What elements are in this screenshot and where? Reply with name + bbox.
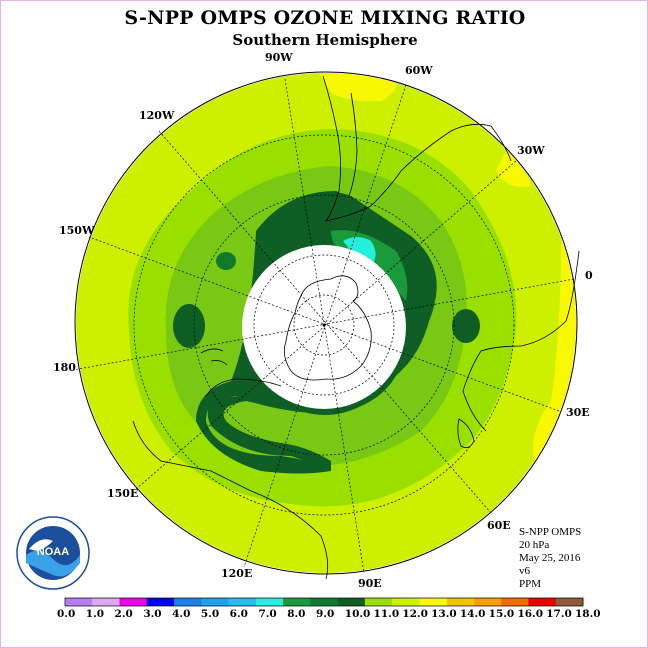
meridian-60w-120e (243, 84, 407, 568)
colorbar-tick-label: 8.0 (287, 608, 306, 620)
colorbar-swatch (146, 598, 175, 606)
colorbar-swatch (228, 598, 257, 606)
map-title: S-NPP OMPS OZONE MIXING RATIO (124, 7, 526, 29)
colorbar-tick-label: 17.0 (546, 608, 572, 620)
colorbar-tick-label: 6.0 (229, 608, 248, 620)
colorbar-swatch (174, 598, 202, 606)
latitude-circle-4 (293, 294, 355, 356)
map-boundary (74, 71, 578, 575)
colorbar-tick-label: 7.0 (258, 608, 277, 620)
field-yellow-top (319, 73, 397, 102)
colorbar-tick-label: 5.0 (200, 608, 220, 620)
colorbar-tick-label: 18.0 (575, 608, 601, 620)
lon-label-60e: 60E (487, 519, 511, 532)
australia-coast (132, 420, 329, 580)
south-america-coast-2 (348, 92, 358, 197)
colorbar-tick-label: 14.0 (459, 608, 486, 620)
colorbar-tick-label: 2.0 (114, 608, 133, 620)
lon-label-60w: 60W (405, 64, 433, 77)
field-spot-west (173, 304, 205, 348)
colorbar-swatch (392, 598, 420, 606)
info-units: PPM (519, 578, 542, 590)
lon-label-180: 180 (53, 361, 76, 374)
field-spot-nw (216, 252, 236, 270)
graticule (72, 78, 575, 574)
meridian-30e-150w (88, 236, 560, 412)
lon-label-30e: 30E (566, 406, 590, 419)
latitude-circle-2 (193, 194, 455, 456)
lon-label-90w: 90W (265, 51, 293, 64)
pole-dot (322, 323, 326, 327)
australia-coast-2 (205, 378, 282, 397)
latitude-circle-3 (253, 254, 395, 396)
colorbar-tick-label: 15.0 (488, 608, 515, 620)
colorbar (64, 597, 584, 607)
colorbar-swatch (555, 598, 584, 606)
antarctica-outline (283, 275, 372, 381)
new-zealand (200, 348, 228, 366)
colorbar-swatch (364, 598, 393, 606)
lon-label-150w: 150W (59, 224, 95, 237)
latitude-circle-1 (133, 134, 515, 516)
africa-coast (462, 250, 580, 432)
colorbar-tick-label: 12.0 (402, 608, 428, 620)
madagascar (457, 418, 475, 449)
colorbar-tick-label: 1.0 (85, 608, 105, 620)
map-subtitle: Southern Hemisphere (232, 31, 418, 49)
colorbar-swatch (419, 598, 448, 606)
colorbar-swatch (119, 598, 148, 606)
info-date: May 25, 2016 (519, 552, 581, 564)
noaa-logo-icon: NOAA (16, 516, 90, 590)
colorbar-tick-label: 16.0 (517, 608, 544, 620)
field-yellow-ne (496, 151, 531, 187)
colorbar-tick-label: 11.0 (373, 608, 400, 620)
colorbar-border (64, 597, 584, 607)
colorbar-tick-label: 10.0 (344, 608, 371, 620)
colorbar-swatch (255, 598, 284, 606)
colorbar-swatch (92, 598, 121, 606)
info-block: S-NPP OMPS 20 hPa May 25, 2016 v6 PPM (519, 526, 581, 591)
colorbar-swatch (501, 598, 529, 606)
noaa-logo-text: NOAA (37, 546, 69, 558)
colorbar-tick-label: 13.0 (431, 608, 457, 620)
colorbar-swatch (528, 598, 557, 606)
lon-label-150e: 150E (107, 487, 139, 500)
colorbar-swatch (201, 598, 230, 606)
colorbar-swatch (283, 598, 311, 606)
colorbar-tick-label: 3.0 (143, 608, 162, 620)
colorbar-swatch (310, 598, 339, 606)
colorbar-swatch (337, 598, 366, 606)
colorbar-tick-label: 0.0 (57, 608, 76, 620)
meridian-60e-120w (158, 130, 492, 514)
south-america-coast (322, 75, 512, 222)
lon-label-120w: 120W (139, 109, 175, 122)
colorbar-tick-label: 9.0 (316, 608, 335, 620)
lon-label-0: 0 (585, 269, 593, 282)
coastlines (132, 75, 580, 580)
lon-label-120e: 120E (221, 567, 253, 580)
field-cyan-patch (343, 237, 376, 263)
lon-label-90e: 90E (358, 577, 382, 590)
meridian-90w-90e (284, 78, 365, 574)
field-spot-east (452, 309, 480, 343)
info-version: v6 (519, 565, 530, 577)
info-level: 20 hPa (519, 539, 550, 551)
colorbar-tick-label: 4.0 (172, 608, 191, 620)
colorbar-swatch (473, 598, 502, 606)
colorbar-swatch (446, 598, 475, 606)
meridian-0-180 (72, 278, 575, 371)
colorbar-swatch (65, 598, 93, 606)
info-instrument: S-NPP OMPS (519, 526, 582, 538)
lon-label-30w: 30W (517, 144, 545, 157)
